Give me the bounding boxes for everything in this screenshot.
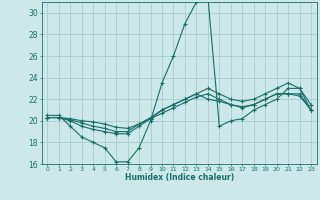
X-axis label: Humidex (Indice chaleur): Humidex (Indice chaleur) xyxy=(124,173,234,182)
